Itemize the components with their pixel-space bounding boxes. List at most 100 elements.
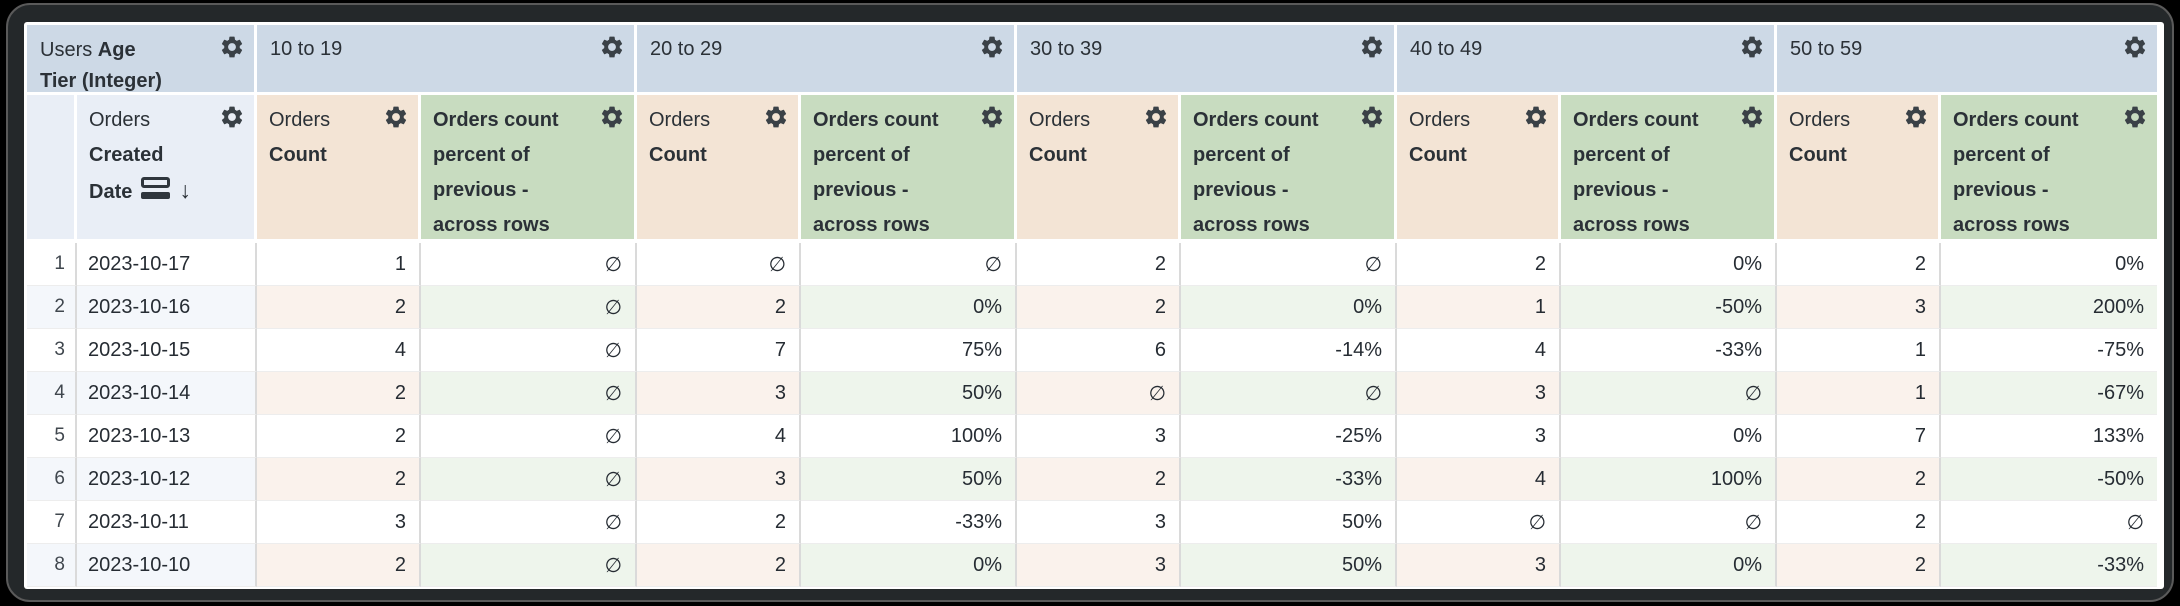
- pivot-group-header-10to19[interactable]: 10 to 19: [257, 25, 637, 95]
- percent-cell[interactable]: ∅: [1181, 372, 1397, 415]
- gear-icon[interactable]: [383, 104, 409, 130]
- count-cell[interactable]: 4: [1397, 329, 1561, 372]
- gear-icon[interactable]: [219, 104, 245, 130]
- gear-icon[interactable]: [2122, 34, 2148, 60]
- date-cell[interactable]: 2023-10-13: [77, 415, 257, 458]
- date-cell[interactable]: 2023-10-10: [77, 544, 257, 587]
- count-cell[interactable]: 3: [637, 372, 801, 415]
- measure-header-count[interactable]: Orders Count: [1397, 95, 1561, 243]
- percent-cell[interactable]: ∅: [421, 415, 637, 458]
- count-cell[interactable]: 3: [1397, 372, 1561, 415]
- count-cell[interactable]: 2: [1397, 243, 1561, 286]
- sort-desc-icon[interactable]: ↓: [179, 177, 191, 203]
- percent-cell[interactable]: 0%: [801, 544, 1017, 587]
- count-cell[interactable]: 2: [1777, 501, 1941, 544]
- count-cell[interactable]: 3: [637, 458, 801, 501]
- percent-cell[interactable]: ∅: [421, 458, 637, 501]
- count-cell[interactable]: 4: [257, 329, 421, 372]
- pivot-group-header-30to39[interactable]: 30 to 39: [1017, 25, 1397, 95]
- percent-cell[interactable]: ∅: [421, 286, 637, 329]
- count-cell[interactable]: 2: [637, 501, 801, 544]
- pivot-group-header-20to29[interactable]: 20 to 29: [637, 25, 1017, 95]
- measure-header-percent[interactable]: Orders count percent of previous - acros…: [801, 95, 1017, 243]
- percent-cell[interactable]: -33%: [1561, 329, 1777, 372]
- measure-header-count[interactable]: Orders Count: [637, 95, 801, 243]
- count-cell[interactable]: 7: [1777, 415, 1941, 458]
- percent-cell[interactable]: ∅: [421, 544, 637, 587]
- count-cell[interactable]: 2: [257, 458, 421, 501]
- count-cell[interactable]: 3: [257, 501, 421, 544]
- count-cell[interactable]: 1: [1777, 372, 1941, 415]
- percent-cell[interactable]: 0%: [1561, 544, 1777, 587]
- gear-icon[interactable]: [1523, 104, 1549, 130]
- gear-icon[interactable]: [979, 34, 1005, 60]
- gear-icon[interactable]: [1739, 104, 1765, 130]
- percent-cell[interactable]: 50%: [1181, 544, 1397, 587]
- percent-cell[interactable]: 133%: [1941, 415, 2157, 458]
- count-cell[interactable]: 2: [1777, 458, 1941, 501]
- date-cell[interactable]: 2023-10-16: [77, 286, 257, 329]
- count-cell[interactable]: 1: [1397, 286, 1561, 329]
- count-cell[interactable]: 1: [1777, 329, 1941, 372]
- percent-cell[interactable]: ∅: [421, 243, 637, 286]
- gear-icon[interactable]: [219, 34, 245, 60]
- percent-cell[interactable]: ∅: [801, 243, 1017, 286]
- measure-header-count[interactable]: Orders Count: [1777, 95, 1941, 243]
- count-cell[interactable]: 6: [1017, 329, 1181, 372]
- count-cell[interactable]: ∅: [1397, 501, 1561, 544]
- count-cell[interactable]: 3: [1017, 501, 1181, 544]
- date-cell[interactable]: 2023-10-15: [77, 329, 257, 372]
- count-cell[interactable]: 3: [1017, 544, 1181, 587]
- count-cell[interactable]: 1: [257, 243, 421, 286]
- measure-header-percent[interactable]: Orders count percent of previous - acros…: [421, 95, 637, 243]
- percent-cell[interactable]: 0%: [801, 286, 1017, 329]
- percent-cell[interactable]: -75%: [1941, 329, 2157, 372]
- percent-cell[interactable]: ∅: [1181, 243, 1397, 286]
- count-cell[interactable]: 2: [637, 544, 801, 587]
- percent-cell[interactable]: ∅: [1561, 372, 1777, 415]
- percent-cell[interactable]: -25%: [1181, 415, 1397, 458]
- count-cell[interactable]: ∅: [1017, 372, 1181, 415]
- date-cell[interactable]: 2023-10-11: [77, 501, 257, 544]
- gear-icon[interactable]: [599, 104, 625, 130]
- count-cell[interactable]: 2: [637, 286, 801, 329]
- gear-icon[interactable]: [1359, 34, 1385, 60]
- gear-icon[interactable]: [1359, 104, 1385, 130]
- percent-cell[interactable]: -33%: [801, 501, 1017, 544]
- pivot-group-header-50to59[interactable]: 50 to 59: [1777, 25, 2157, 95]
- count-cell[interactable]: 2: [257, 544, 421, 587]
- percent-cell[interactable]: 200%: [1941, 286, 2157, 329]
- gear-icon[interactable]: [1903, 104, 1929, 130]
- percent-cell[interactable]: -67%: [1941, 372, 2157, 415]
- pivot-dimension-header[interactable]: Users Age Tier (Integer): [27, 25, 257, 118]
- percent-cell[interactable]: 50%: [801, 372, 1017, 415]
- count-cell[interactable]: 2: [257, 372, 421, 415]
- pivot-group-header-40to49[interactable]: 40 to 49: [1397, 25, 1777, 95]
- percent-cell[interactable]: ∅: [1941, 501, 2157, 544]
- date-cell[interactable]: 2023-10-17: [77, 243, 257, 286]
- measure-header-percent[interactable]: Orders count percent of previous - acros…: [1181, 95, 1397, 243]
- percent-cell[interactable]: ∅: [421, 372, 637, 415]
- percent-cell[interactable]: 0%: [1941, 243, 2157, 286]
- count-cell[interactable]: 3: [1397, 415, 1561, 458]
- measure-header-count[interactable]: Orders Count: [1017, 95, 1181, 243]
- gear-icon[interactable]: [2122, 104, 2148, 130]
- count-cell[interactable]: 3: [1777, 286, 1941, 329]
- count-cell[interactable]: 3: [1017, 415, 1181, 458]
- count-cell[interactable]: 2: [1777, 243, 1941, 286]
- count-cell[interactable]: 2: [257, 286, 421, 329]
- count-cell[interactable]: 2: [257, 415, 421, 458]
- count-cell[interactable]: 7: [637, 329, 801, 372]
- subtotal-icon[interactable]: [141, 177, 171, 199]
- row-dimension-header[interactable]: Orders Created Date ↓: [77, 95, 257, 243]
- percent-cell[interactable]: -14%: [1181, 329, 1397, 372]
- date-cell[interactable]: 2023-10-14: [77, 372, 257, 415]
- percent-cell[interactable]: -33%: [1181, 458, 1397, 501]
- percent-cell[interactable]: 50%: [801, 458, 1017, 501]
- percent-cell[interactable]: -50%: [1561, 286, 1777, 329]
- percent-cell[interactable]: 0%: [1181, 286, 1397, 329]
- count-cell[interactable]: ∅: [637, 243, 801, 286]
- count-cell[interactable]: 2: [1017, 243, 1181, 286]
- count-cell[interactable]: 2: [1017, 286, 1181, 329]
- percent-cell[interactable]: ∅: [1561, 501, 1777, 544]
